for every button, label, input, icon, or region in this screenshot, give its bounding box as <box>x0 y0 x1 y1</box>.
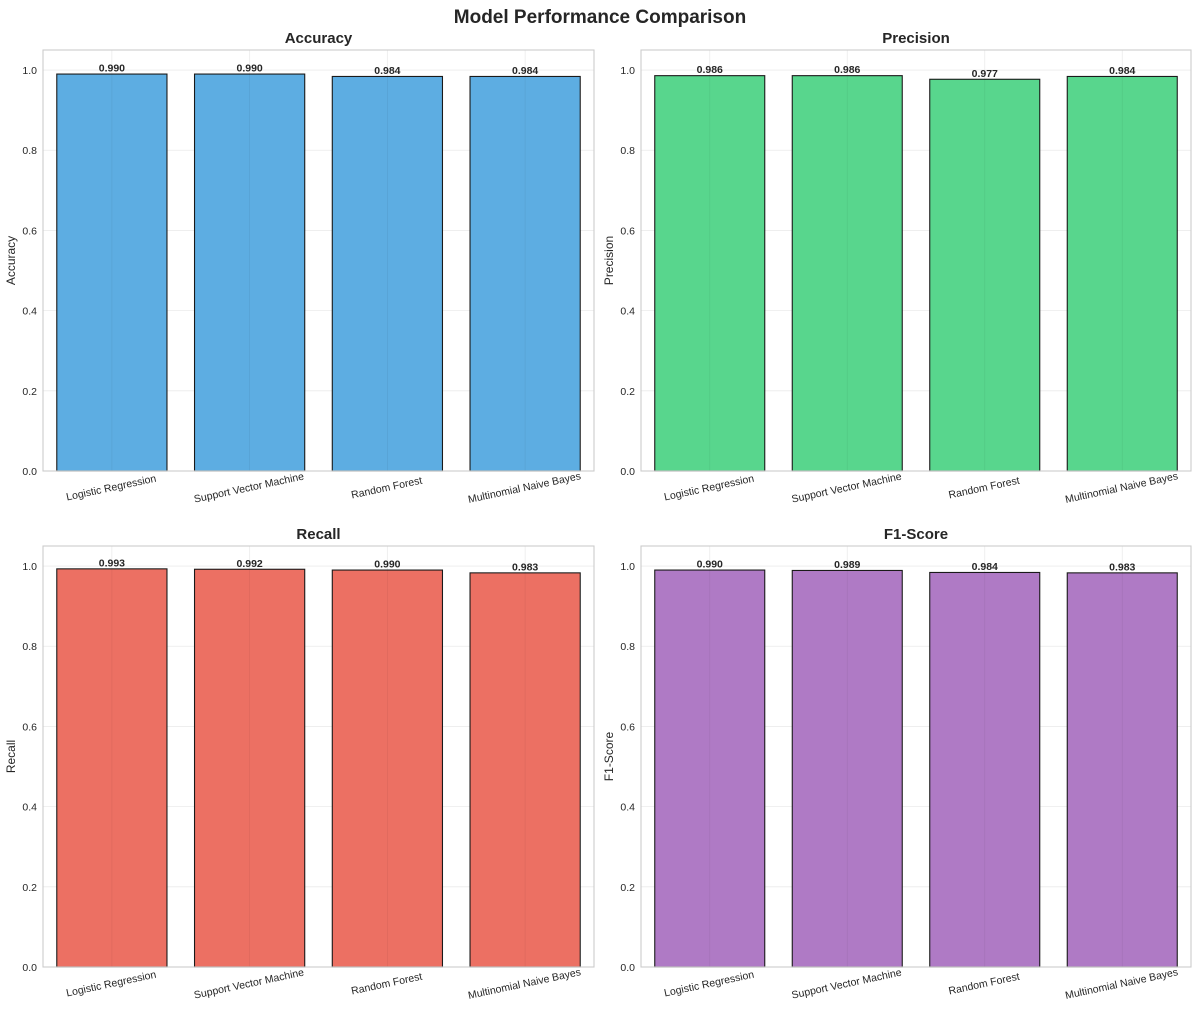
bar-multinomial-naive-bayes <box>1066 572 1178 968</box>
value-label: 0.986 <box>834 64 860 76</box>
y-tick-label: 0.6 <box>22 721 37 733</box>
y-tick-label: 0.0 <box>22 466 37 478</box>
y-tick-label: 0.0 <box>620 466 635 478</box>
plot-frame <box>42 545 595 968</box>
value-label: 0.984 <box>1109 65 1135 77</box>
y-tick-label: 1.0 <box>22 65 37 77</box>
bar-logistic-regression <box>654 569 766 968</box>
bar-random-forest <box>331 569 444 968</box>
y-tick-label: 0.6 <box>620 225 635 237</box>
y-tick-label: 0.4 <box>22 306 37 318</box>
y-axis-label: Recall <box>4 740 18 773</box>
value-label: 0.983 <box>512 561 538 573</box>
value-label: 0.990 <box>374 559 400 571</box>
panel-title: Precision <box>882 30 950 47</box>
plot-frame <box>640 545 1192 968</box>
y-tick-label: 0.2 <box>620 386 635 398</box>
value-label: 0.990 <box>99 63 125 75</box>
bar-logistic-regression <box>56 568 168 968</box>
value-label: 0.986 <box>697 64 723 76</box>
figure-title: Model Performance Comparison <box>454 7 746 28</box>
y-tick-label: 0.8 <box>620 145 635 157</box>
y-tick-label: 1.0 <box>22 561 37 573</box>
y-tick-label: 0.8 <box>22 145 37 157</box>
value-label: 0.993 <box>99 557 125 569</box>
plot-frame <box>42 49 595 472</box>
bar-support-vector-machine <box>193 568 306 968</box>
y-tick-label: 0.8 <box>620 641 635 653</box>
value-label: 0.984 <box>512 65 538 77</box>
bar-multinomial-naive-bayes <box>469 572 581 968</box>
y-tick-label: 0.8 <box>22 641 37 653</box>
bar-random-forest <box>331 75 444 472</box>
bar-random-forest <box>929 571 1041 968</box>
plot-frame <box>640 49 1192 472</box>
value-label: 0.989 <box>834 559 860 571</box>
bar-support-vector-machine <box>791 75 903 472</box>
bar-multinomial-naive-bayes <box>469 75 581 472</box>
y-tick-label: 0.2 <box>620 882 635 894</box>
y-tick-label: 0.4 <box>620 802 635 814</box>
value-label: 0.990 <box>697 559 723 571</box>
value-label: 0.983 <box>1109 561 1135 573</box>
y-tick-label: 0.4 <box>620 306 635 318</box>
y-axis-label: Precision <box>602 236 616 285</box>
bar-logistic-regression <box>654 75 766 472</box>
value-label: 0.984 <box>374 65 400 77</box>
y-tick-label: 0.2 <box>22 882 37 894</box>
bar-logistic-regression <box>56 73 168 472</box>
y-axis-label: Accuracy <box>4 236 18 285</box>
bar-support-vector-machine <box>791 569 903 968</box>
value-label: 0.990 <box>236 63 262 75</box>
y-tick-label: 0.6 <box>22 225 37 237</box>
bar-support-vector-machine <box>193 73 306 472</box>
y-tick-label: 1.0 <box>620 65 635 77</box>
y-tick-label: 0.0 <box>22 962 37 974</box>
value-label: 0.992 <box>236 558 262 570</box>
bar-random-forest <box>929 78 1041 472</box>
y-tick-label: 0.4 <box>22 802 37 814</box>
y-axis-label: F1-Score <box>602 732 616 782</box>
value-label: 0.984 <box>972 561 998 573</box>
y-tick-label: 1.0 <box>620 561 635 573</box>
panel-title: Accuracy <box>285 30 353 47</box>
value-label: 0.977 <box>972 68 998 80</box>
bar-multinomial-naive-bayes <box>1066 75 1178 472</box>
y-tick-label: 0.6 <box>620 721 635 733</box>
y-tick-label: 0.0 <box>620 962 635 974</box>
y-tick-label: 0.2 <box>22 386 37 398</box>
panel-title: F1-Score <box>884 526 948 543</box>
panel-title: Recall <box>296 526 340 543</box>
